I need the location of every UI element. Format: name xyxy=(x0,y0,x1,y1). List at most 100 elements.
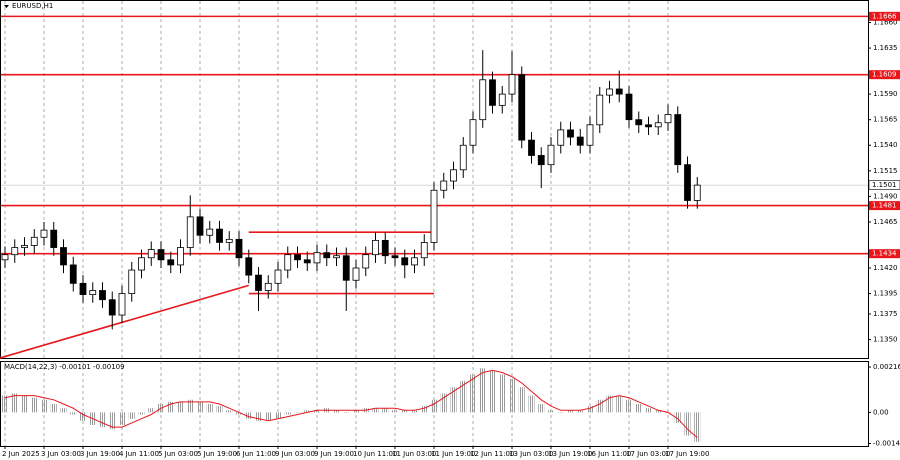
histogram-bar xyxy=(548,410,554,413)
chart-title: EURUSD,H1 xyxy=(12,2,53,10)
level-label-box xyxy=(869,70,900,80)
candle-body xyxy=(177,247,184,266)
candle-body xyxy=(459,144,467,171)
y-tick-label: 1.1635 xyxy=(873,44,898,52)
histogram-bar xyxy=(70,412,77,415)
trendline xyxy=(0,284,249,359)
candle-body xyxy=(11,247,19,256)
candle-body xyxy=(391,255,399,259)
histogram-bar xyxy=(333,410,340,413)
histogram-bar xyxy=(470,374,476,413)
x-tick-label: 9 Jun 03:00 xyxy=(275,450,315,458)
candle-body xyxy=(303,259,311,264)
histogram-bar xyxy=(128,412,135,419)
histogram-bar xyxy=(50,404,57,413)
histogram-bar xyxy=(538,404,545,413)
candle-body xyxy=(342,255,350,281)
histogram-bar xyxy=(177,401,184,413)
y-tick-label: 1.1515 xyxy=(873,167,898,175)
candle-body xyxy=(186,216,194,248)
histogram-bar xyxy=(596,399,603,413)
x-tick-label: 5 Jun 19:00 xyxy=(197,450,237,458)
x-tick-label: 17 Jun 03:00 xyxy=(626,450,670,458)
y-tick-label: 1.1660 xyxy=(873,19,898,27)
y-tick-label: 1.1590 xyxy=(873,90,898,98)
y-tick-label: 1.1465 xyxy=(873,218,898,226)
candle-body xyxy=(30,236,38,246)
candle-body xyxy=(411,257,418,266)
candle-body xyxy=(313,252,321,264)
histogram-bar xyxy=(499,374,506,413)
histogram-bar xyxy=(616,395,623,413)
level-label-box xyxy=(869,201,900,211)
candle-body xyxy=(206,228,214,236)
histogram-bar xyxy=(557,412,564,413)
current-price-box xyxy=(868,180,900,190)
candle-body xyxy=(440,180,448,191)
x-tick-label: 13 Jun 03:00 xyxy=(509,450,553,458)
candle-body xyxy=(450,169,457,182)
x-tick-label: 16 Jun 11:00 xyxy=(587,450,631,458)
histogram-bar xyxy=(216,406,223,413)
x-tick-label: 6 Jun 11:00 xyxy=(236,450,276,458)
candle-body xyxy=(294,254,301,261)
candle-body xyxy=(625,93,633,121)
level-label: 1.1481 xyxy=(872,202,897,210)
histogram-bar xyxy=(148,408,155,413)
candle-body xyxy=(128,269,136,294)
candle-body xyxy=(333,255,340,259)
x-tick-label: 11 Jun 19:00 xyxy=(431,450,475,458)
y-tick-label: 1.1395 xyxy=(873,290,898,298)
histogram-bar xyxy=(431,399,437,413)
histogram-bar xyxy=(304,410,311,413)
candle-body xyxy=(21,245,28,248)
histogram-bar xyxy=(41,399,47,413)
histogram-bar xyxy=(21,395,28,413)
candle-body xyxy=(108,299,116,316)
level-label-box xyxy=(869,249,900,259)
candle-body xyxy=(401,257,409,266)
candle-body xyxy=(362,254,370,269)
candle-body xyxy=(537,155,545,166)
histogram-bar xyxy=(197,401,203,413)
candle-body xyxy=(274,269,282,284)
histogram-bar xyxy=(509,378,515,413)
x-tick-label: 2 Jun 2025 xyxy=(2,450,40,458)
candle-body xyxy=(586,124,594,146)
candle-body xyxy=(235,238,243,259)
y-tick-label: -0.00148 xyxy=(873,439,900,447)
y-tick-label: 1.1565 xyxy=(873,116,898,124)
candle-body xyxy=(1,254,9,261)
y-tick-label: 1.1540 xyxy=(873,141,898,149)
histogram-bar xyxy=(353,410,359,413)
histogram-bar xyxy=(31,397,38,413)
candle-body xyxy=(528,139,535,156)
histogram-bar xyxy=(489,370,496,413)
candle-body xyxy=(547,144,555,166)
candle-body xyxy=(372,239,379,256)
candle-body xyxy=(157,249,165,261)
histogram-bar xyxy=(187,399,194,413)
histogram-bar xyxy=(99,412,106,428)
price-panel xyxy=(0,0,869,359)
histogram-bar xyxy=(167,401,174,413)
candle-body xyxy=(381,239,389,257)
candle-body xyxy=(69,264,77,284)
candle-body xyxy=(323,252,331,259)
histogram-bar xyxy=(518,387,525,413)
candle-body xyxy=(479,79,487,121)
candle-body xyxy=(255,274,262,291)
y-tick-label: 0.00216 xyxy=(873,363,900,371)
candle-body xyxy=(489,79,496,106)
histogram-bar xyxy=(255,412,262,421)
current-price-label: 1.1501 xyxy=(872,181,897,189)
x-tick-label: 13 Jun 19:00 xyxy=(548,450,592,458)
candle-body xyxy=(557,129,565,146)
histogram-bar xyxy=(382,408,389,413)
candle-body xyxy=(420,242,428,259)
histogram-bar xyxy=(694,412,701,442)
x-tick-label: 10 Jun 11:00 xyxy=(353,450,397,458)
x-tick-label: 12 Jun 11:00 xyxy=(470,450,514,458)
candle-body xyxy=(606,88,613,96)
